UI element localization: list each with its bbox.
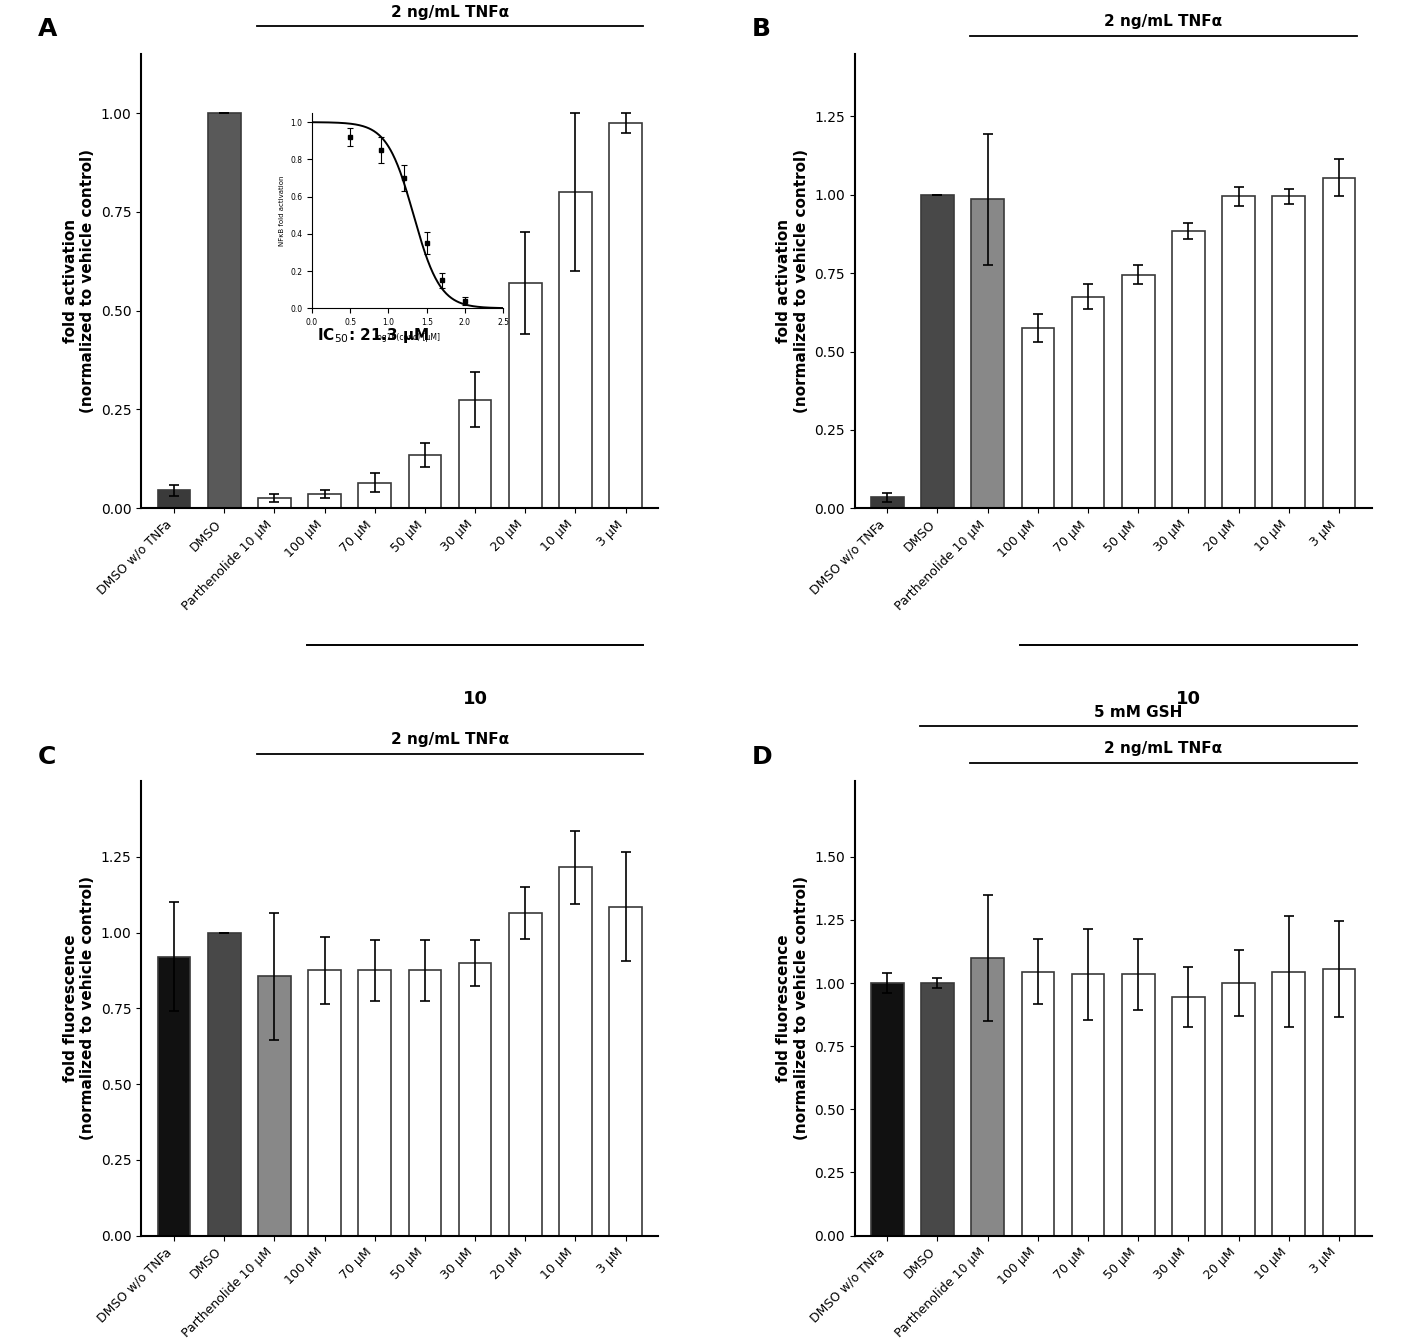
Text: B: B (751, 17, 771, 42)
Bar (1021, 328, 1055, 508)
Bar (1172, 997, 1205, 1236)
Text: IC$_{50}$: 21.3 μM: IC$_{50}$: 21.3 μM (317, 326, 430, 345)
Bar (609, 124, 642, 508)
Bar (509, 283, 542, 508)
Text: C: C (38, 744, 57, 768)
Bar (1072, 974, 1104, 1236)
Bar (458, 963, 492, 1236)
Bar (259, 498, 291, 508)
Bar (1021, 972, 1055, 1236)
Bar (409, 971, 441, 1236)
Text: 2 ng/mL TNFα: 2 ng/mL TNFα (390, 4, 509, 20)
Y-axis label: fold activation
(normalized to vehicle control): fold activation (normalized to vehicle c… (64, 149, 95, 414)
Bar (1121, 275, 1155, 508)
Bar (921, 983, 954, 1236)
Bar (971, 200, 1004, 508)
Bar (308, 971, 341, 1236)
Bar (921, 195, 954, 508)
Bar (158, 956, 191, 1236)
Y-axis label: fold activation
(normalized to vehicle control): fold activation (normalized to vehicle c… (776, 149, 809, 414)
Bar (1121, 974, 1155, 1236)
Bar (409, 455, 441, 508)
Bar (509, 913, 542, 1236)
Bar (358, 482, 392, 508)
Bar (871, 983, 904, 1236)
Bar (1322, 177, 1355, 508)
Bar (609, 907, 642, 1236)
Text: 2 ng/mL TNFα: 2 ng/mL TNFα (390, 732, 509, 747)
Bar (1273, 196, 1305, 508)
Bar (208, 113, 240, 508)
Bar (358, 971, 392, 1236)
Bar (559, 868, 592, 1236)
Bar (971, 958, 1004, 1236)
Bar (1273, 972, 1305, 1236)
Bar (208, 932, 240, 1236)
Bar (1072, 297, 1104, 508)
Bar (259, 976, 291, 1236)
Bar (458, 400, 492, 508)
Bar (1322, 970, 1355, 1236)
Bar (559, 192, 592, 508)
Text: D: D (751, 744, 772, 768)
Bar (1222, 196, 1254, 508)
Bar (1172, 231, 1205, 508)
Text: 2 ng/mL TNFα: 2 ng/mL TNFα (1104, 13, 1222, 28)
Text: 10: 10 (1176, 690, 1200, 708)
Text: 10: 10 (462, 690, 488, 708)
Bar (871, 497, 904, 508)
Bar (1222, 983, 1254, 1236)
Text: 5 mM GSH: 5 mM GSH (1094, 705, 1182, 720)
Text: A: A (38, 17, 58, 42)
Text: 2 ng/mL TNFα: 2 ng/mL TNFα (1104, 741, 1222, 756)
Y-axis label: fold fluorescence
(normalized to vehicle control): fold fluorescence (normalized to vehicle… (776, 876, 809, 1140)
Bar (158, 490, 191, 508)
Y-axis label: fold fluorescence
(normalized to vehicle control): fold fluorescence (normalized to vehicle… (64, 876, 95, 1140)
Bar (308, 494, 341, 508)
